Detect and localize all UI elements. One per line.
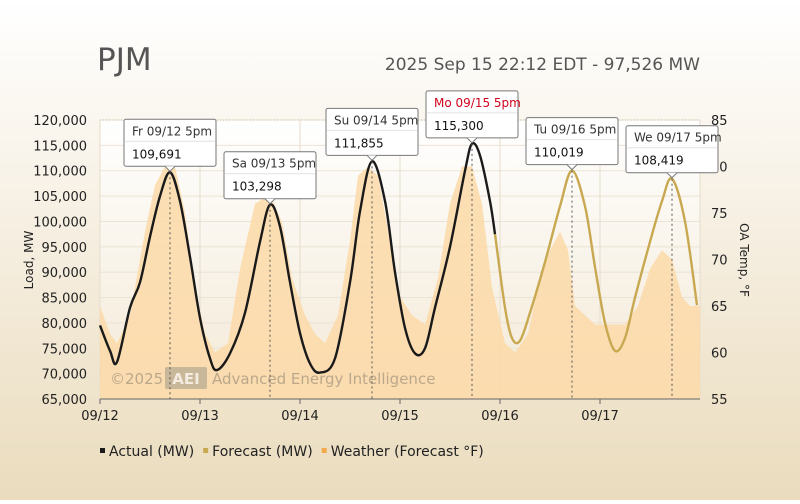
legend-label-forecast: Forecast (MW): [212, 444, 313, 460]
aei-logo-box: [165, 367, 207, 389]
legend-marker-actual: [100, 448, 105, 453]
weather-area: [100, 166, 700, 399]
x-tick-label: 09/17: [581, 409, 618, 424]
y-tick-label: 80,000: [42, 317, 88, 332]
peak-callout-pointer: [666, 172, 678, 179]
peak-callout-label: Sa 09/13 5pm: [232, 157, 316, 171]
watermark-company: Advanced Energy Intelligence: [212, 370, 435, 388]
peak-callout-pointer: [164, 165, 176, 173]
status-text: 2025 Sep 15 22:12 EDT - 97,526 MW: [385, 55, 700, 75]
legend: Actual (MW) Forecast (MW) Weather (Forecas…: [100, 444, 484, 460]
x-tick-label: 09/15: [381, 409, 418, 424]
peak-callout-label: We 09/17 5pm: [634, 131, 722, 145]
y-tick-label: 110,000: [33, 165, 87, 180]
y-tick-label: 100,000: [33, 215, 87, 230]
legend-marker-forecast: [203, 448, 209, 453]
peak-callout-pointer: [264, 198, 276, 205]
peak-callout-value: 115,300: [434, 119, 484, 133]
y-tick-label: 95,000: [42, 241, 88, 256]
y-tick-label: 120,000: [33, 114, 87, 129]
y-tick-label: 85,000: [42, 292, 88, 307]
peak-callout-value: 109,691: [132, 147, 182, 161]
y-tick-label: 70,000: [42, 368, 88, 383]
peak-callout-pointer: [566, 164, 578, 171]
y-tick-label: 105,000: [33, 190, 87, 205]
watermark: ©2025 AEI Advanced Energy Intelligence: [110, 367, 435, 389]
y-axis-label: Load, MW: [22, 231, 36, 290]
peak-callout-label: Tu 09/16 5pm: [533, 123, 616, 137]
x-tick-label: 09/12: [81, 409, 118, 424]
peak-callout-label: Mo 09/15 5pm: [434, 96, 521, 110]
load-lines: [98, 142, 699, 374]
axes: 65,000 70,000 75,000 80,000 85,000 90,000 95,0…: [33, 114, 727, 424]
y-tick-label: 65,000: [42, 393, 88, 408]
y2-axis-label: OA Temp, °F: [737, 223, 751, 297]
y2-tick-label: 60: [711, 347, 728, 362]
y-tick-label: 75,000: [42, 342, 88, 357]
y2-tick-label: 65: [711, 300, 728, 315]
y2-tick-label: 70: [711, 254, 728, 269]
weather-series: [100, 166, 700, 399]
y2-tick-label: 75: [711, 207, 728, 222]
peak-callout-value: 111,855: [334, 136, 384, 150]
y-tick-label: 90,000: [42, 266, 88, 281]
x-tick-label: 09/14: [281, 409, 318, 424]
peak-annotations: Fr 09/12 5pm 109,691 Sa 09/13 5pm 103,298 Su…: [123, 90, 722, 399]
watermark-copyright: ©2025: [110, 370, 163, 388]
legend-marker-weather: [321, 448, 327, 453]
peak-callout-label: Fr 09/12 5pm: [132, 124, 212, 138]
y2-tick-label: 55: [711, 393, 728, 408]
x-tick-label: 09/16: [481, 409, 518, 424]
peak-callout-value: 110,019: [534, 146, 584, 160]
legend-label-weather: Weather (Forecast °F): [331, 444, 484, 460]
peak-callout-pointer: [366, 154, 378, 162]
peak-callout-pointer: [466, 137, 478, 144]
peak-callout-box: [325, 107, 419, 156]
peak-callout-label: Su 09/14 5pm: [334, 113, 418, 127]
legend-label-actual: Actual (MW): [109, 444, 194, 460]
x-tick-label: 09/13: [181, 409, 218, 424]
peak-callout-value: 108,419: [634, 154, 684, 168]
aei-logo-text: AEI: [172, 370, 199, 388]
forecast-line: [493, 169, 699, 353]
peak-callout-value: 103,298: [232, 180, 282, 194]
region-title: PJM: [97, 42, 152, 78]
y-tick-label: 115,000: [33, 139, 87, 154]
actual-line: [98, 142, 497, 374]
